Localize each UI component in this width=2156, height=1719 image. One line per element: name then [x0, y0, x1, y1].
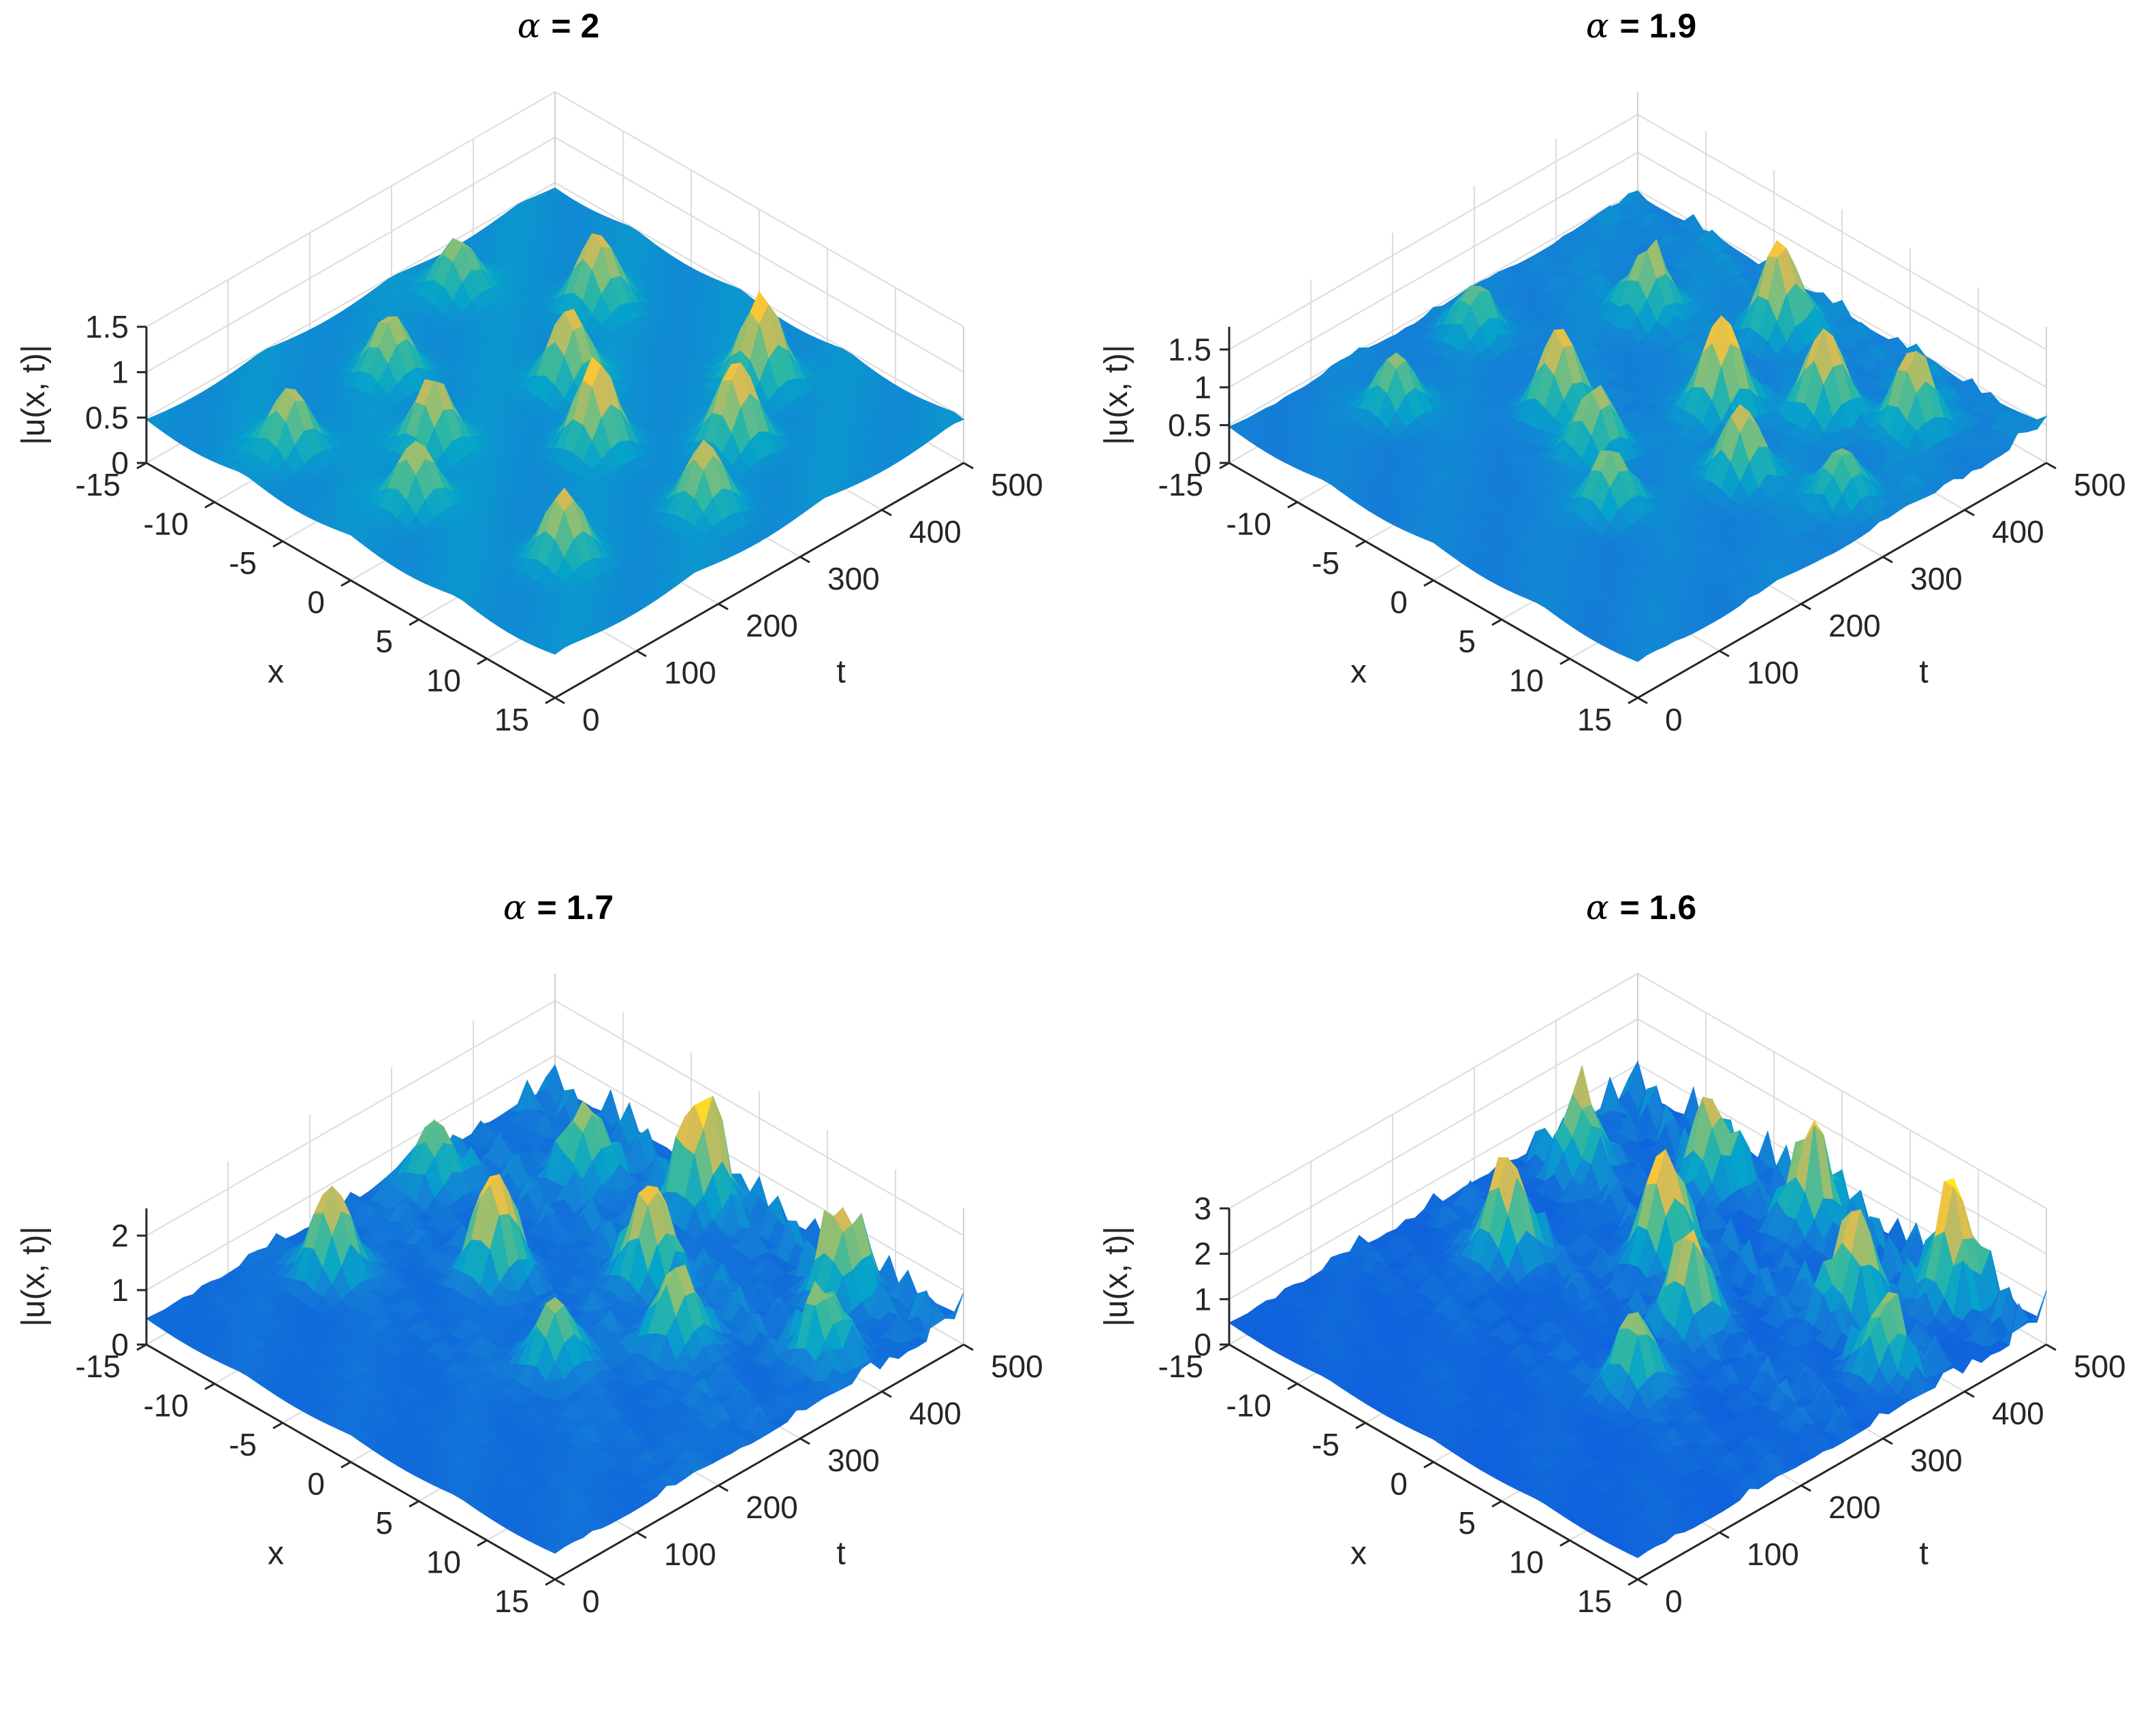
title-alpha-symbol: α: [518, 6, 552, 46]
t-tick-label: 300: [1910, 561, 1963, 596]
x-tick-mark: [1356, 541, 1365, 547]
title-alpha-symbol: α: [1586, 6, 1620, 46]
z-tick-label: 1.5: [85, 309, 129, 344]
t-tick-label: 400: [909, 514, 962, 549]
x-tick-label: -5: [1312, 545, 1339, 581]
t-axis-label: t: [836, 654, 845, 690]
t-axis-label: t: [1919, 654, 1928, 690]
panel-title: α = 1.9: [1586, 6, 1696, 46]
t-tick-mark: [800, 557, 810, 562]
t-tick-mark: [2046, 463, 2056, 468]
t-tick-mark: [1965, 510, 1974, 515]
x-tick-label: 5: [1458, 624, 1476, 659]
x-tick-mark: [1424, 581, 1433, 586]
t-tick-label: 500: [2074, 467, 2126, 502]
t-tick-mark: [1883, 557, 1892, 562]
t-tick-mark: [1719, 651, 1729, 656]
t-tick-label: 200: [746, 608, 798, 643]
t-tick-label: 100: [664, 655, 716, 690]
t-tick-label: 0: [1665, 702, 1683, 737]
t-tick-label: 500: [991, 467, 1043, 502]
x-tick-label: 10: [1509, 663, 1544, 698]
x-tick-mark: [341, 581, 351, 586]
x-tick-mark: [409, 620, 419, 625]
panel-title: α = 2: [518, 6, 600, 46]
z-axis-label: |u(x, t)|: [16, 344, 52, 445]
z-tick-label: 1.5: [1168, 332, 1211, 367]
x-tick-label: -10: [1226, 507, 1271, 542]
t-tick-label: 200: [1828, 608, 1881, 643]
z-tick-label: 0.5: [85, 400, 129, 435]
figure-canvas: -15-10-5051015 010020030040050000.511.5x t…: [0, 0, 2156, 1719]
surface-mesh: [146, 1065, 964, 1554]
x-tick-label: 15: [1577, 702, 1612, 737]
t-tick-mark: [882, 510, 891, 515]
x-tick-label: -5: [229, 545, 257, 581]
x-tick-label: 5: [375, 624, 393, 659]
t-tick-mark: [1801, 604, 1811, 609]
x-tick-mark: [1560, 659, 1570, 664]
t-tick-label: 400: [1992, 514, 2044, 549]
z-tick-label: 0.5: [1168, 407, 1211, 443]
title-alpha-value: = 2: [551, 7, 599, 45]
x-tick-label: -10: [144, 507, 189, 542]
x-axis-label: x: [268, 654, 284, 690]
x-tick-mark: [205, 502, 215, 508]
z-axis-label: |u(x, t)|: [1098, 344, 1135, 445]
t-tick-mark: [555, 698, 565, 703]
t-tick-mark: [718, 604, 728, 609]
title-alpha-value: = 1.9: [1620, 7, 1697, 45]
x-tick-mark: [545, 698, 555, 703]
x-tick-label: 10: [426, 663, 461, 698]
t-tick-label: 0: [582, 702, 600, 737]
x-tick-label: 0: [1390, 585, 1408, 620]
z-tick-label: 0: [111, 445, 129, 481]
z-tick-label: 0: [1194, 445, 1211, 481]
x-tick-label: 15: [494, 702, 529, 737]
t-tick-mark: [1638, 698, 1647, 703]
x-tick-mark: [1288, 502, 1297, 508]
x-axis-label: x: [1350, 654, 1367, 690]
x-tick-label: 0: [307, 585, 325, 620]
x-tick-mark: [1492, 620, 1502, 625]
x-tick-mark: [273, 541, 283, 547]
t-tick-mark: [637, 651, 646, 656]
z-tick-label: 1: [111, 355, 129, 390]
t-tick-label: 100: [1747, 655, 1799, 690]
x-tick-mark: [1628, 698, 1638, 703]
t-tick-label: 300: [827, 561, 880, 596]
z-tick-label: 1: [1194, 370, 1211, 405]
x-tick-mark: [477, 659, 487, 664]
t-tick-mark: [964, 463, 973, 468]
